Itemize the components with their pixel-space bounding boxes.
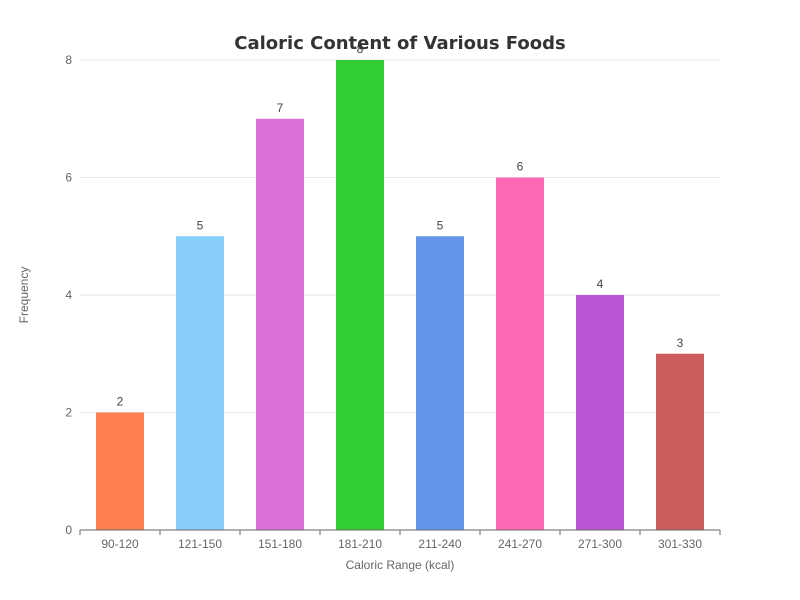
x-tick-label: 181-210 — [338, 537, 382, 551]
y-tick-label: 6 — [65, 171, 72, 185]
data-label: 4 — [597, 277, 604, 291]
axis-layer: 0 2 4 6 8 90-120 121-150 151-180 181-210 211-240 2… — [65, 53, 721, 551]
bars-layer — [96, 60, 704, 530]
x-tick-label: 211-240 — [418, 537, 461, 551]
data-label: 8 — [357, 42, 364, 56]
x-tick-label: 241-270 — [498, 537, 542, 551]
y-tick-label: 0 — [65, 523, 72, 537]
bar-211-240[interactable] — [416, 236, 464, 530]
y-tick-label: 4 — [65, 288, 72, 302]
x-tick-label: 121-150 — [178, 537, 222, 551]
bar-90-120[interactable] — [96, 412, 144, 531]
x-axis-title: Caloric Range (kcal) — [346, 558, 455, 572]
y-tick-label: 8 — [65, 53, 72, 67]
data-label: 2 — [117, 395, 124, 409]
x-tick-label: 301-330 — [658, 537, 702, 551]
chart-title: Caloric Content of Various Foods — [234, 33, 565, 54]
data-label: 3 — [677, 336, 684, 350]
y-axis-title: Frequency — [17, 267, 31, 324]
bar-271-300[interactable] — [576, 295, 624, 530]
x-tick-label: 90-120 — [101, 537, 139, 551]
data-label: 6 — [517, 160, 524, 174]
y-tick-label: 2 — [65, 406, 72, 420]
bar-241-270[interactable] — [496, 177, 544, 531]
bar-121-150[interactable] — [176, 236, 224, 530]
bar-151-180[interactable] — [256, 118, 304, 530]
data-label: 5 — [437, 218, 444, 232]
x-tick-label: 271-300 — [578, 537, 622, 551]
bar-181-210[interactable] — [336, 60, 384, 530]
data-label: 5 — [197, 218, 204, 232]
x-tick-label: 151-180 — [258, 537, 302, 551]
data-labels-layer: 2 5 7 8 5 6 4 3 — [117, 42, 684, 409]
data-label: 7 — [277, 101, 284, 115]
bar-301-330[interactable] — [656, 353, 704, 530]
